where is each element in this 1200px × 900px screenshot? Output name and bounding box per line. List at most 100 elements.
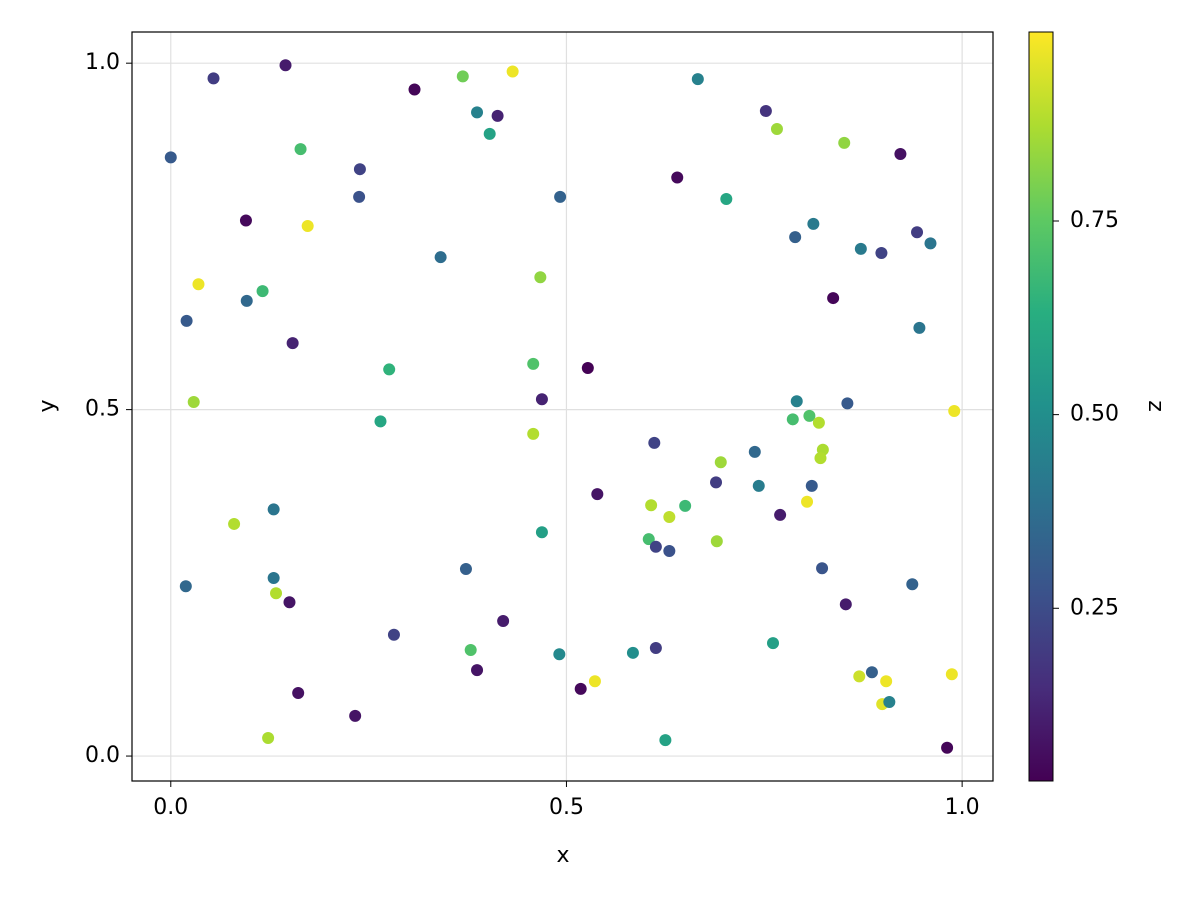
y-axis-label: y [35, 399, 60, 412]
point [588, 675, 601, 688]
point [648, 436, 661, 449]
point [805, 479, 818, 492]
point [240, 294, 253, 307]
point [883, 696, 896, 709]
point [267, 503, 280, 516]
point [506, 65, 519, 78]
point [720, 192, 733, 205]
point [279, 59, 292, 72]
y-tick-label: 0.5 [85, 397, 120, 422]
point [187, 395, 200, 408]
point [710, 476, 723, 489]
plot-frame [131, 31, 994, 782]
point [710, 535, 723, 548]
point [456, 70, 469, 83]
point [471, 106, 484, 119]
point [228, 517, 241, 530]
point [642, 533, 655, 546]
point [192, 278, 205, 291]
point [256, 285, 269, 298]
point [649, 641, 662, 654]
point [353, 190, 366, 203]
point [527, 357, 540, 370]
point [301, 220, 314, 233]
point [471, 664, 484, 677]
point [906, 578, 919, 591]
point [491, 109, 504, 122]
point [790, 395, 803, 408]
point [948, 405, 961, 418]
point [663, 544, 676, 557]
x-tick-label: 0.5 [549, 795, 584, 820]
point [838, 136, 851, 149]
x-tick-label: 0.0 [153, 795, 188, 820]
point [812, 416, 825, 429]
point [786, 413, 799, 426]
point [839, 598, 852, 611]
point [854, 242, 867, 255]
point [270, 587, 283, 600]
point [827, 292, 840, 305]
point [179, 580, 192, 593]
x-axis-label: x [556, 843, 569, 868]
point [875, 247, 888, 260]
point [841, 397, 854, 410]
point [767, 637, 780, 650]
point [789, 231, 802, 244]
point [483, 127, 496, 140]
point [924, 237, 937, 250]
point [945, 668, 958, 681]
point [459, 562, 472, 575]
point [853, 670, 866, 683]
point [865, 666, 878, 679]
point [353, 163, 366, 176]
point [759, 104, 772, 117]
point [180, 314, 193, 327]
point [554, 190, 567, 203]
point [752, 479, 765, 492]
point [574, 682, 587, 695]
point [434, 251, 447, 264]
point [911, 226, 924, 239]
y-tick-label: 0.0 [85, 743, 120, 768]
point [591, 488, 604, 501]
point [535, 393, 548, 406]
point [408, 83, 421, 96]
x-tick-label: 1.0 [945, 795, 980, 820]
y-tick-label: 1.0 [85, 50, 120, 75]
point [464, 644, 477, 657]
point [913, 321, 926, 334]
grid [132, 32, 993, 781]
point [553, 648, 566, 661]
point [267, 571, 280, 584]
point [645, 499, 658, 512]
point [774, 508, 787, 521]
point [663, 511, 676, 524]
colorbar [1028, 31, 1054, 782]
point [801, 495, 814, 508]
point [649, 540, 662, 553]
point [374, 415, 387, 428]
point [292, 687, 305, 700]
point [239, 214, 252, 227]
point [814, 452, 827, 465]
point [816, 562, 829, 575]
point [534, 271, 547, 284]
point [748, 445, 761, 458]
point [387, 628, 400, 641]
point [262, 732, 275, 745]
point [880, 675, 893, 688]
points [164, 59, 961, 754]
point [497, 614, 510, 627]
point [671, 171, 684, 184]
point [581, 362, 594, 375]
colorbar-tick-label: 0.75 [1070, 208, 1119, 233]
point [164, 151, 177, 164]
point [286, 337, 299, 350]
point [283, 596, 296, 609]
point [527, 427, 540, 440]
point [383, 363, 396, 376]
point [535, 526, 548, 539]
point [807, 217, 820, 230]
